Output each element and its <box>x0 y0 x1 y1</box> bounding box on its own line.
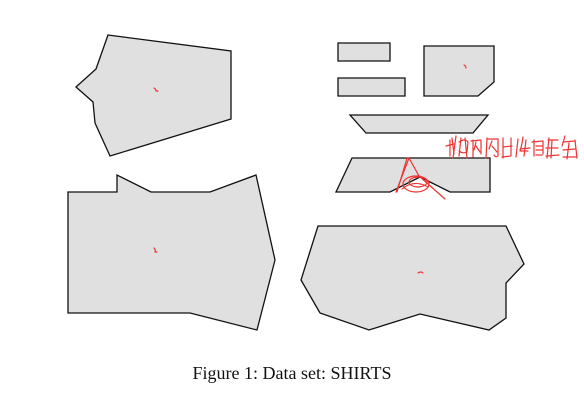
centre-mark-4 <box>417 271 424 274</box>
piece-notched <box>334 157 491 193</box>
piece-top-left <box>75 34 232 157</box>
piece-trapezoid <box>348 114 490 134</box>
handwritten-annotation <box>445 135 578 160</box>
piece-small-rect-1 <box>337 42 391 62</box>
notch-scribble <box>395 157 446 200</box>
centre-mark-3 <box>463 64 467 69</box>
figure-caption: Figure 1: Data set: SHIRTS <box>192 363 392 383</box>
piece-cut-square <box>423 45 495 97</box>
piece-bottom-left <box>67 173 276 331</box>
piece-bottom-right <box>300 225 525 331</box>
centre-mark-2 <box>153 247 158 253</box>
piece-small-rect-2 <box>337 77 406 97</box>
centre-mark-1 <box>153 87 159 92</box>
shirts-pieces-diagram <box>67 34 578 331</box>
